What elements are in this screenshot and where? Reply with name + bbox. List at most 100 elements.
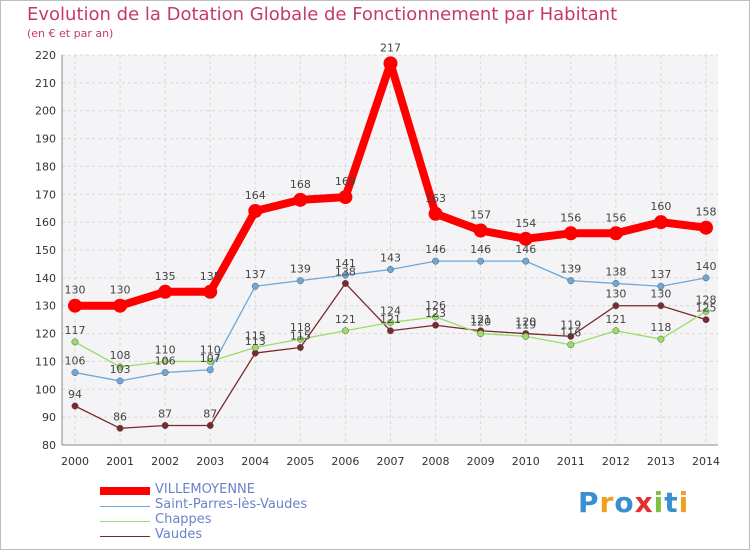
data-point: [702, 316, 710, 324]
y-tick-label: 150: [35, 244, 56, 257]
data-label: 121: [470, 313, 491, 326]
data-point: [341, 327, 349, 335]
x-tick-label: 2009: [467, 455, 495, 468]
data-point: [116, 377, 124, 385]
data-point: [116, 363, 124, 371]
data-point: [71, 402, 79, 410]
data-label: 130: [650, 288, 671, 301]
y-tick-label: 210: [35, 77, 56, 90]
data-label: 118: [650, 321, 671, 334]
data-label: 124: [380, 304, 401, 317]
x-tick-label: 2005: [286, 455, 314, 468]
data-label: 146: [470, 243, 491, 256]
data-label: 115: [290, 330, 311, 343]
x-tick-label: 2006: [331, 455, 359, 468]
data-label: 118: [290, 321, 311, 334]
data-label: 86: [113, 410, 127, 423]
data-point: [563, 226, 578, 241]
data-point: [567, 341, 575, 349]
legend-label: VILLEMOYENNE: [155, 482, 255, 497]
data-point: [161, 422, 169, 429]
data-label: 110: [155, 343, 176, 356]
data-point: [612, 279, 620, 287]
data-point: [383, 56, 398, 71]
data-label: 135: [155, 270, 176, 283]
data-point: [518, 231, 533, 246]
data-label: 125: [696, 302, 717, 315]
logo-letter: x: [634, 486, 654, 519]
y-tick-label: 130: [35, 300, 56, 313]
data-point: [113, 298, 128, 313]
data-label: 156: [560, 211, 581, 224]
data-label: 121: [335, 313, 356, 326]
data-point: [161, 357, 169, 365]
data-point: [522, 332, 530, 340]
data-point: [699, 220, 713, 235]
legend-swatch: [100, 506, 150, 507]
data-point: [432, 313, 440, 321]
data-point: [473, 223, 488, 238]
y-tick-label: 180: [35, 160, 56, 173]
data-point: [71, 369, 79, 377]
legend-label: Saint-Parres-lès-Vaudes: [155, 497, 308, 512]
data-point: [477, 257, 485, 265]
data-label: 137: [650, 268, 671, 281]
data-point: [653, 215, 668, 230]
data-point: [428, 206, 443, 221]
data-label: 168: [290, 178, 311, 191]
data-label: 135: [200, 270, 221, 283]
data-point: [338, 190, 353, 205]
data-label: 87: [203, 408, 217, 421]
x-tick-label: 2014: [692, 455, 720, 468]
data-label: 120: [470, 316, 491, 329]
data-point: [341, 279, 349, 287]
x-tick-label: 2007: [377, 455, 405, 468]
x-tick-label: 2004: [241, 455, 269, 468]
data-label: 160: [650, 200, 671, 213]
y-tick-label: 140: [35, 272, 56, 285]
data-point: [387, 318, 394, 326]
y-tick-label: 170: [35, 188, 56, 201]
data-point: [296, 277, 304, 285]
legend-label: Chappes: [155, 512, 212, 527]
data-label: 141: [335, 257, 356, 270]
y-tick-label: 220: [35, 49, 56, 62]
data-point: [702, 274, 710, 282]
proxiti-logo: Proxiti: [578, 486, 689, 519]
data-point: [522, 257, 530, 265]
y-tick-label: 160: [35, 216, 56, 229]
data-point: [432, 321, 440, 329]
data-label: 146: [425, 243, 446, 256]
data-label: 138: [605, 265, 626, 278]
x-tick-label: 2012: [602, 455, 630, 468]
data-point: [161, 369, 169, 377]
data-point: [567, 332, 575, 340]
data-label: 115: [245, 330, 266, 343]
data-label: 137: [245, 268, 266, 281]
data-point: [293, 192, 308, 207]
data-label: 126: [425, 299, 446, 312]
data-label: 140: [696, 260, 717, 273]
logo-letter: r: [599, 486, 615, 519]
data-point: [387, 266, 394, 273]
data-label: 138: [335, 265, 356, 278]
data-label: 119: [560, 318, 581, 331]
data-point: [206, 357, 214, 365]
data-point: [248, 204, 263, 218]
data-point: [206, 422, 214, 429]
data-label: 116: [560, 327, 581, 340]
data-label: 217: [380, 41, 401, 54]
data-label: 130: [605, 288, 626, 301]
legend-swatch: [100, 487, 150, 495]
logo-letter: i: [678, 486, 690, 519]
data-point: [341, 271, 349, 279]
data-label: 120: [515, 316, 536, 329]
data-label: 117: [65, 324, 86, 337]
data-label: 146: [515, 243, 536, 256]
y-tick-label: 190: [35, 133, 56, 146]
data-label: 87: [158, 408, 172, 421]
data-point: [71, 338, 79, 346]
data-label: 107: [200, 352, 221, 365]
data-point: [158, 284, 173, 299]
